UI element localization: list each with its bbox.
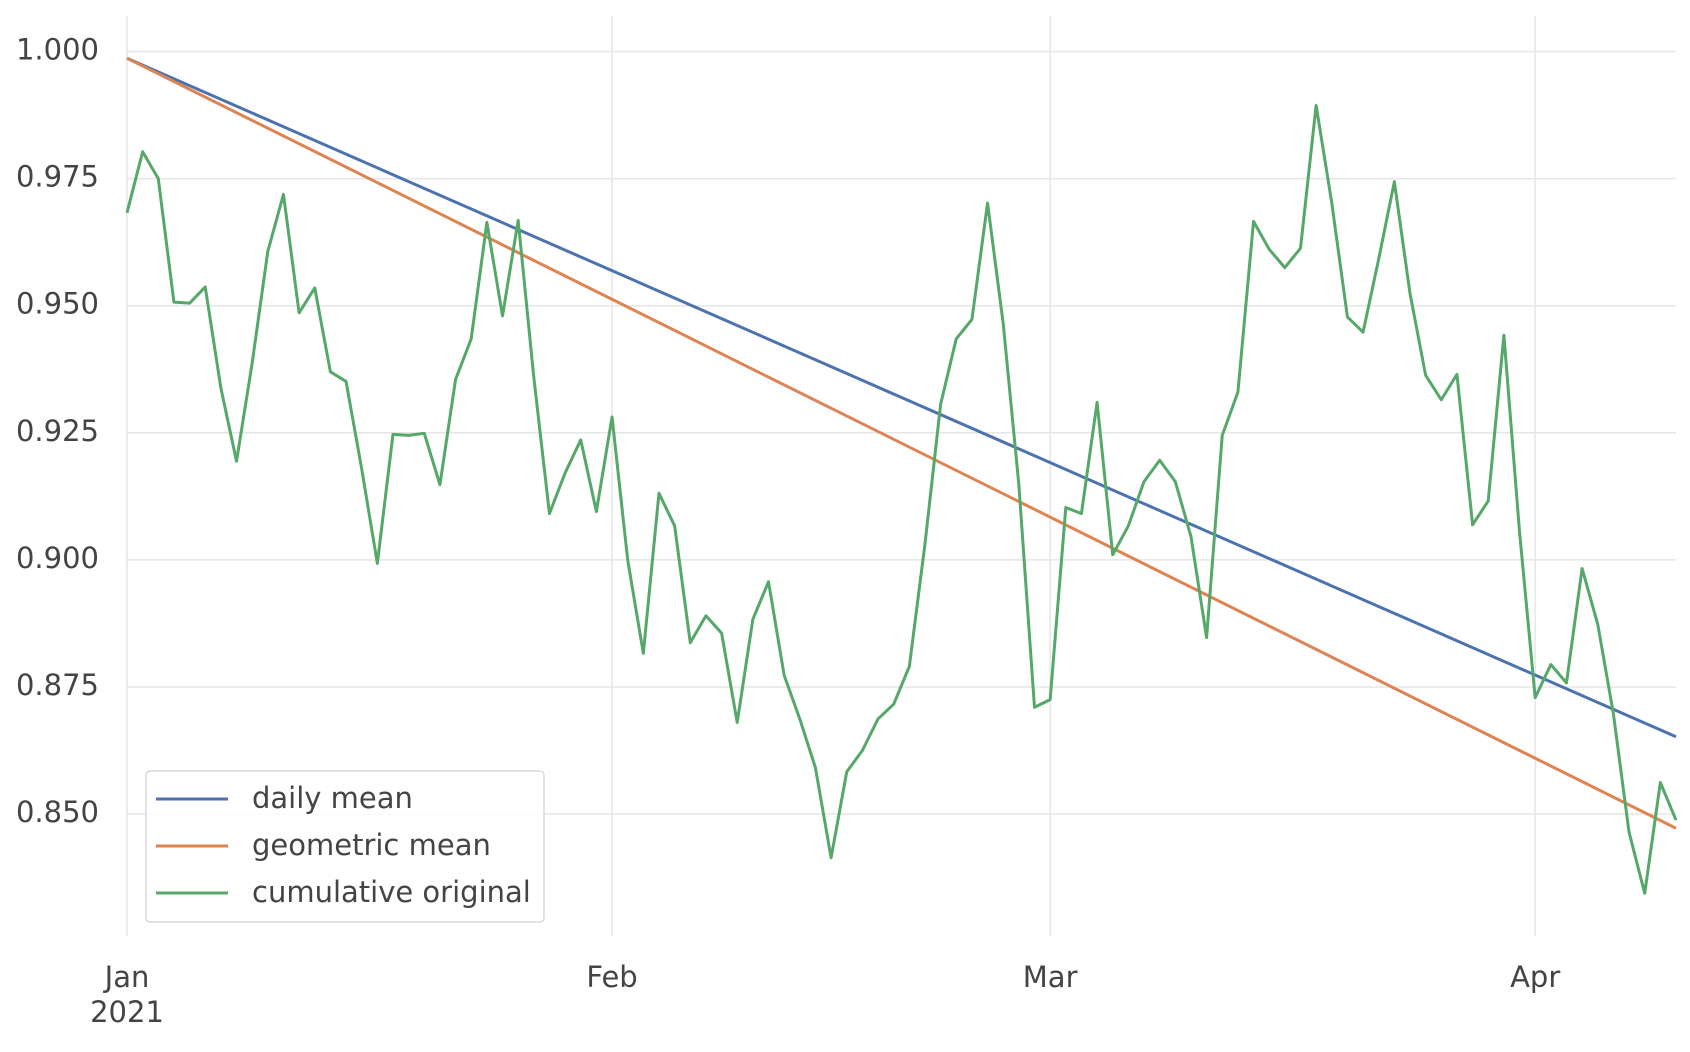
line <box>125 103 1678 895</box>
y-tick-label: 0.950 <box>16 287 99 321</box>
legend-label: geometric mean <box>252 828 491 862</box>
x-tick-label: Jan <box>103 960 150 994</box>
legend-box <box>145 770 545 923</box>
y-tick-label: 0.925 <box>16 414 99 448</box>
y-tick-label: 0.900 <box>16 541 99 575</box>
y-tick-label: 0.875 <box>16 668 99 702</box>
x-tick-label: Apr <box>1510 960 1560 994</box>
line <box>126 56 1677 739</box>
y-tick-label: 0.850 <box>16 795 99 829</box>
grid <box>126 16 1676 936</box>
y-tick-label: 1.000 <box>16 33 99 67</box>
x-tick-label: Mar <box>1023 960 1078 994</box>
y-tick-label: 0.975 <box>16 160 99 194</box>
x-tick-label: Feb <box>586 960 637 994</box>
legend-label: cumulative original <box>252 875 531 909</box>
line <box>126 56 1677 830</box>
x-offset-label: 2021 <box>90 995 164 1029</box>
legend: daily mean geometric mean cumulative origi… <box>145 770 545 923</box>
legend-label: daily mean <box>252 781 413 815</box>
